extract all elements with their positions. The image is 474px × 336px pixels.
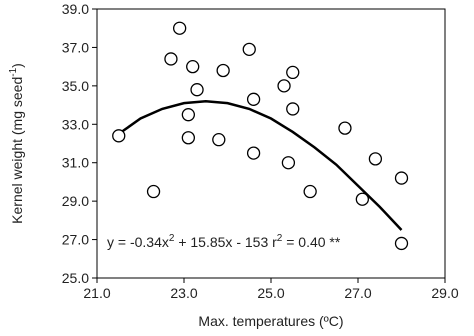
y-tick-label: 31.0: [62, 155, 89, 171]
superscript: 2: [277, 233, 283, 244]
y-tick-label: 25.0: [62, 270, 89, 286]
data-point: [181, 108, 196, 122]
data-point: [368, 152, 383, 166]
data-point: [281, 156, 296, 170]
data-point: [181, 131, 196, 145]
data-point: [186, 59, 200, 74]
data-point: [338, 121, 352, 135]
superscript: 2: [169, 233, 175, 244]
data-point: [277, 79, 291, 93]
y-axis-label: Kernel weight (mg seed-1): [8, 63, 25, 224]
data-point: [355, 192, 370, 206]
equation-part: y = -0.34x: [107, 234, 169, 250]
y-tick-label: 35.0: [62, 78, 89, 94]
label-part: Kernel weight (mg seed: [9, 77, 25, 224]
data-point: [246, 146, 261, 160]
data-point: [286, 102, 300, 116]
y-tick-label: 39.0: [62, 1, 89, 17]
equation-part: + 15.85x - 153 r: [174, 234, 277, 250]
superscript: -1: [8, 67, 19, 76]
fit-curve: [118, 99, 403, 231]
label-part: ): [9, 63, 25, 68]
data-point: [242, 42, 256, 56]
data-point: [286, 65, 300, 80]
x-tick-label: 27.0: [344, 285, 371, 301]
x-tick-label: 21.0: [83, 285, 110, 301]
data-point: [394, 236, 409, 251]
equation-annotation: y = -0.34x2 + 15.85x - 153 r2 = 0.40 **: [107, 233, 341, 250]
data-point: [164, 52, 178, 66]
x-axis-label: Max. temperatures (ºC): [198, 313, 343, 329]
y-tick-label: 37.0: [62, 39, 89, 55]
data-point: [112, 129, 126, 143]
y-tick-label: 33.0: [62, 116, 89, 132]
equation-part: = 0.40 **: [282, 234, 341, 250]
data-point: [146, 184, 161, 199]
x-tick-label: 29.0: [431, 285, 458, 301]
data-point: [190, 83, 204, 97]
y-tick-label: 27.0: [62, 232, 89, 248]
data-point: [172, 21, 187, 35]
x-tick-label: 25.0: [257, 285, 284, 301]
data-point: [212, 133, 226, 147]
data-point: [246, 92, 261, 106]
x-tick-label: 23.0: [170, 285, 197, 301]
data-point: [216, 63, 230, 78]
y-tick-label: 29.0: [62, 193, 89, 209]
data-point: [303, 184, 317, 199]
data-point: [394, 171, 409, 185]
